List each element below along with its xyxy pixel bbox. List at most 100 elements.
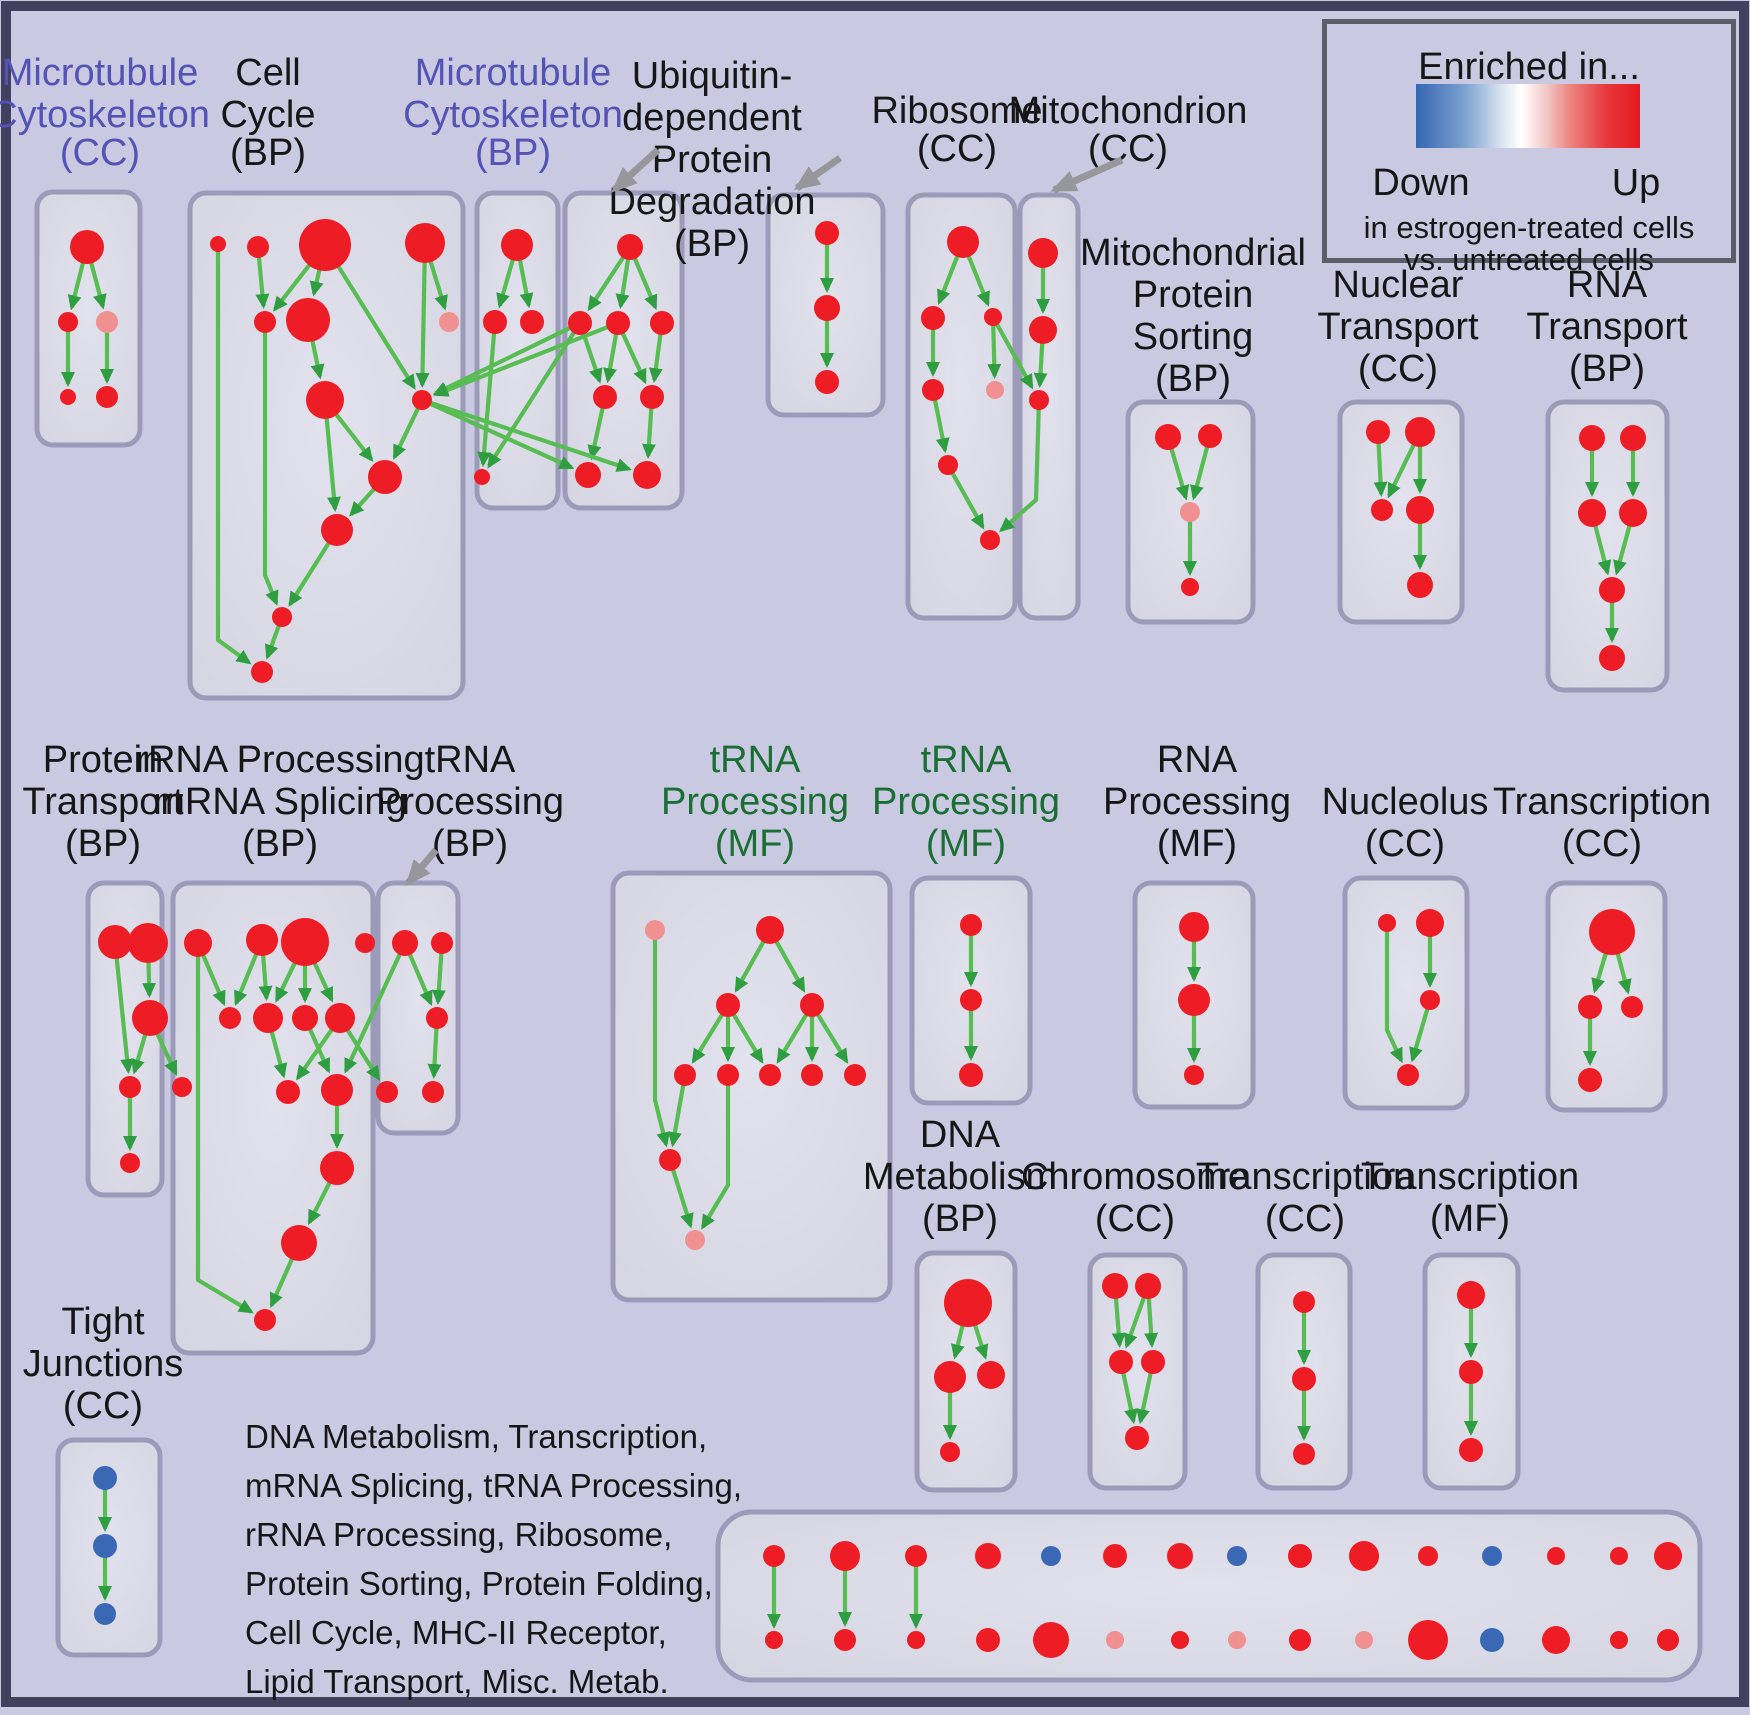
edge-arrow <box>264 624 281 660</box>
go-term-node <box>947 226 979 258</box>
group-label-rna-processing-mf: (MF) <box>1157 823 1237 865</box>
edge-arrow <box>296 1028 334 1081</box>
edge-arrow <box>1190 446 1210 501</box>
edge-arrow <box>234 953 259 1006</box>
go-term-node <box>1179 912 1209 942</box>
group-label-cell-cycle-bp: Cell <box>235 52 300 94</box>
go-term-node <box>1408 1620 1448 1660</box>
go-term-node <box>128 923 168 963</box>
go-term-node <box>1599 577 1625 603</box>
go-term-node <box>501 229 533 261</box>
legend-down-label: Down <box>1372 162 1470 204</box>
group-label-ubiquitin-degradation-graph: Degradation <box>608 181 815 223</box>
go-term-node <box>286 298 330 342</box>
group-label-rna-processing-mf: Processing <box>1103 781 1291 823</box>
edge-arrow <box>309 268 324 297</box>
group-label-rna-transport-bp: Transport <box>1526 306 1688 348</box>
group-label-dna-metabolism-bp: (BP) <box>922 1198 998 1240</box>
go-term-node <box>1102 1273 1128 1299</box>
edge-arrow <box>345 1028 381 1082</box>
edge-arrow <box>155 1032 178 1077</box>
go-term-node <box>1578 1068 1602 1092</box>
edge-arrow <box>950 471 985 530</box>
misc-line: rRNA Processing, Ribosome, <box>245 1516 673 1553</box>
go-term-node <box>321 1074 353 1106</box>
misc-line: Cell Cycle, MHC-II Receptor, <box>245 1614 667 1651</box>
group-label-chromosome-cc: Chromosome <box>1021 1156 1249 1198</box>
go-term-node <box>281 1225 317 1261</box>
edge-arrow <box>324 417 341 513</box>
go-term-node <box>439 312 459 332</box>
edge-arrow <box>995 322 1034 390</box>
group-label-nucleolus-cc: (CC) <box>1365 823 1445 865</box>
go-term-node <box>575 462 601 488</box>
legend-subtitle-1: in estrogen-treated cells <box>1363 210 1695 245</box>
go-term-node <box>376 1081 398 1103</box>
edge-arrow <box>1169 447 1190 501</box>
go-term-node <box>520 310 544 334</box>
group-label-trna-processing-bp: Processing <box>376 781 564 823</box>
go-term-node <box>606 311 630 335</box>
go-term-node <box>940 1442 960 1462</box>
go-term-node <box>921 306 945 330</box>
misc-line: DNA Metabolism, Transcription, <box>245 1418 708 1455</box>
go-term-node <box>253 1003 283 1033</box>
group-label-transcription-mf: Transcription <box>1361 1156 1579 1198</box>
group-label-ribosome-cc: Ribosome <box>871 90 1042 132</box>
go-term-node <box>247 236 269 258</box>
group-label-trna-processing-bp: (BP) <box>432 823 508 865</box>
group-label-mitochondrion-cc: (CC) <box>1088 128 1168 170</box>
go-term-node <box>986 381 1004 399</box>
group-box-nuclear-transport-cc <box>1337 399 1465 625</box>
go-term-node <box>1155 424 1181 450</box>
edge-arrow <box>652 939 671 1148</box>
group-box-rna-transport-bp <box>1545 399 1670 693</box>
edge-arrow <box>1593 525 1612 576</box>
go-term-node <box>1181 578 1199 596</box>
go-term-node <box>219 1007 241 1029</box>
go-term-node <box>299 219 351 271</box>
go-term-node <box>814 295 840 321</box>
go-term-node <box>292 1005 318 1031</box>
go-term-node <box>368 460 402 494</box>
go-term-node <box>1654 1542 1682 1570</box>
edge-arrow <box>1615 952 1632 995</box>
edge-arrow <box>1144 1297 1159 1349</box>
go-term-node <box>1621 996 1643 1018</box>
misc-line: Protein Sorting, Protein Folding, <box>245 1565 713 1602</box>
annotation-arrow <box>405 847 439 887</box>
group-box-microtubule-cytoskeleton-bp <box>474 190 561 511</box>
edge-arrow <box>700 1085 731 1230</box>
edge-arrow <box>415 261 430 389</box>
edge-arrow <box>432 325 572 396</box>
go-term-node <box>254 311 276 333</box>
go-term-node <box>119 1076 141 1098</box>
edge-arrow <box>670 1168 694 1229</box>
group-box-ribosome-cc <box>905 192 1018 621</box>
edge-arrow <box>487 331 576 469</box>
go-term-node <box>984 308 1002 326</box>
group-label-rrna-processing-mrna-splicing-bp: (BP) <box>242 823 318 865</box>
go-term-node <box>1620 425 1646 451</box>
go-term-node <box>1293 1443 1315 1465</box>
group-label-chromosome-cc: (CC) <box>1095 1198 1175 1240</box>
go-term-node <box>272 607 292 627</box>
go-term-node <box>1178 984 1210 1016</box>
go-term-node <box>717 1064 739 1086</box>
group-label-rna-processing-mf: RNA <box>1157 739 1238 781</box>
edge-arrow <box>999 408 1041 533</box>
edge-arrow <box>1121 1372 1138 1425</box>
go-term-node <box>58 312 78 332</box>
go-term-node <box>1141 1350 1165 1374</box>
edge-arrow <box>433 325 609 397</box>
go-term-node <box>1405 417 1435 447</box>
go-term-node <box>1041 1546 1061 1566</box>
go-term-node <box>1033 1622 1069 1658</box>
group-box-transcription-cc-mid <box>1545 880 1668 1113</box>
go-term-node <box>1106 1631 1124 1649</box>
group-label-cell-cycle-bp: Cycle <box>220 94 315 136</box>
go-term-node <box>1480 1628 1504 1652</box>
edge-arrow <box>334 412 374 463</box>
